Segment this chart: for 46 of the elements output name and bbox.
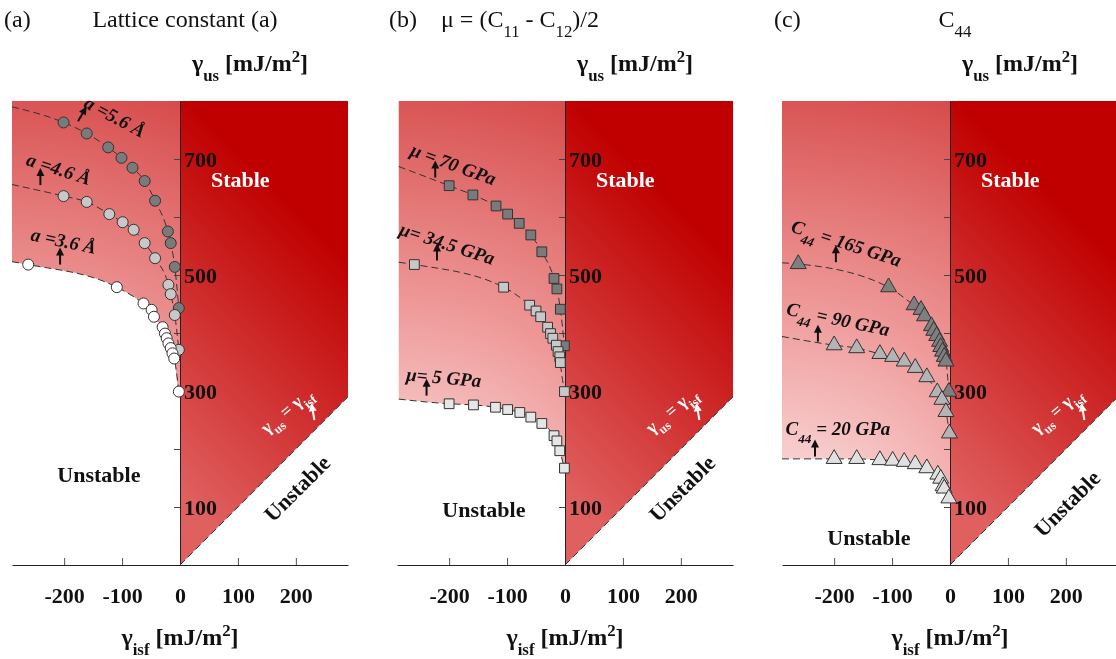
annotation: Unstable [57,461,141,487]
y-tick-label: 300 [184,378,217,404]
x-tick-label: -100 [872,582,913,608]
chart-title: Lattice constant (a) [92,6,278,32]
x-axis-title: γ$_{isf}$ [mJ/m$^{2}$] [120,620,239,659]
x-tick-label: 100 [606,582,640,608]
x-axis-title: γ$_{isf}$ [mJ/m$^{2}$] [890,620,1009,659]
y-axis-title: γ$_{us}$ [mJ/m$^{2}$] [960,46,1079,85]
y-tick-label: 100 [569,494,602,520]
text: a =3.6 Å [29,223,99,258]
series-label: C$_{44}$ = 20 GPa [785,417,891,445]
y-tick-label: 100 [954,494,987,520]
series-label: μ= 5 GPa [404,363,483,392]
x-tick-label: 100 [991,582,1025,608]
x-tick-label: 100 [221,582,255,608]
text: (c) [774,6,801,32]
annotation: Unstable [442,497,526,523]
x-tick-label: -100 [102,582,143,608]
text: a =5.6 Å [80,91,150,142]
y-axis-title: γ$_{us}$ [mJ/m$^{2}$] [575,46,694,85]
x-tick-label: -200 [429,582,470,608]
y-tick-label: 500 [569,262,602,288]
annotation: Unstable [827,525,911,551]
text: (b) [389,6,417,32]
x-tick-label: 0 [945,582,956,608]
x-axis-title: γ$_{isf}$ [mJ/m$^{2}$] [505,620,624,659]
x-tick-label: 0 [175,582,186,608]
x-tick-label: 200 [1049,582,1083,608]
chart-title: μ = (C$_{11}$ - C$_{12}$)/2 [440,6,600,41]
y-tick-label: 100 [184,494,217,520]
x-tick-label: 200 [664,582,698,608]
chart-title: C$_{44}$ [938,6,973,41]
x-tick-label: -200 [814,582,855,608]
x-tick-label: 0 [560,582,571,608]
y-tick-label: 300 [569,378,602,404]
y-axis-title: γ$_{us}$ [mJ/m$^{2}$] [190,46,309,85]
y-tick-label: 500 [184,262,217,288]
y-tick-label: 500 [954,262,987,288]
text: a =4.6 Å [24,148,94,190]
text: μ = 70 GPa [406,138,500,190]
x-tick-label: -200 [44,582,85,608]
y-tick-label: 300 [954,378,987,404]
x-tick-label: 200 [279,582,313,608]
text: μ= 34.5 GPa [395,217,499,269]
text: (a) [4,6,31,32]
x-tick-label: -100 [487,582,528,608]
